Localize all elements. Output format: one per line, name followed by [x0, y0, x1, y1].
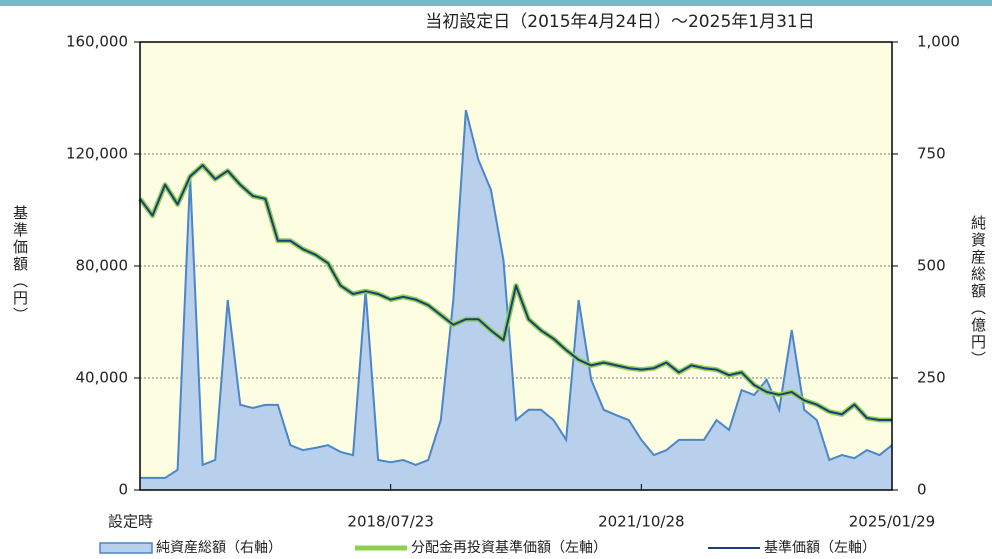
y-axis-label: 基準価額（円） [11, 205, 29, 324]
legend-label: 基準価額（左軸） [764, 539, 876, 556]
x-tick-label: 2021/10/28 [598, 513, 684, 531]
line [139, 164, 892, 421]
y-tick-label: 120,000 [66, 145, 128, 163]
y-tick-label: 80,000 [76, 257, 129, 275]
area-fill [140, 110, 892, 490]
y2-tick-label: 250 [917, 369, 946, 387]
y2-tick-label: 750 [917, 145, 946, 163]
top-bar [0, 0, 992, 6]
chart-title: 当初設定日（2015年4月24日）～2025年1月31日 [425, 12, 814, 32]
legend-label: 純資産総額（右軸） [156, 540, 282, 556]
y2-tick-label: 500 [917, 257, 946, 275]
legend-swatch [99, 542, 153, 554]
plot-frame [139, 41, 893, 491]
x-tick-label: 2018/07/23 [347, 513, 433, 531]
y2-axis-label: 純資産総額（億円） [969, 215, 987, 368]
x-tick-label: 2025/01/29 [849, 513, 935, 531]
area-line [140, 109, 893, 479]
y-tick-label: 160,000 [66, 33, 128, 51]
x-tick-label: 設定時 [108, 513, 153, 531]
legend-label: 分配金再投資基準価額（左軸） [411, 539, 607, 556]
y2-tick-label: 0 [917, 481, 927, 499]
y-tick-label: 0 [118, 481, 128, 499]
y-tick-label: 40,000 [76, 369, 129, 387]
y2-tick-label: 1,000 [917, 33, 960, 51]
